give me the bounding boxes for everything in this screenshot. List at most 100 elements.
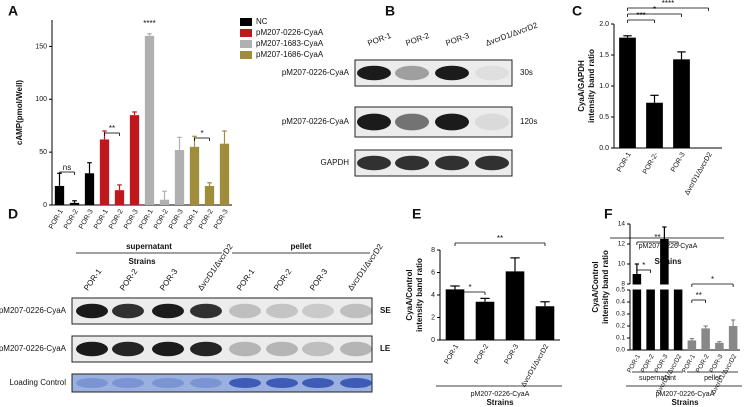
legend-swatch xyxy=(240,29,252,37)
exposure-label: 30s xyxy=(520,68,533,77)
band xyxy=(395,65,429,81)
exposure-label: SE xyxy=(380,306,391,315)
band xyxy=(229,341,261,357)
y-tick-label: 4 xyxy=(431,292,435,299)
band xyxy=(302,341,334,357)
lane-label: POR-1 xyxy=(366,31,393,48)
y-tick-label: 14 xyxy=(618,221,626,228)
band xyxy=(340,341,372,357)
lane-label: ΔvcrD1/ΔvcrD2 xyxy=(346,242,385,292)
x-tick-label: POR-1 xyxy=(444,343,461,365)
band xyxy=(475,65,509,81)
band xyxy=(76,341,108,357)
band xyxy=(435,65,469,81)
y-tick-label: 0.4 xyxy=(616,299,625,306)
bar xyxy=(673,285,683,350)
x-tick-label: POR-2- xyxy=(642,151,660,176)
bar xyxy=(728,326,738,350)
y-tick-label: 0.1 xyxy=(616,335,625,342)
row-label: pM207-0226-CyaA xyxy=(282,117,350,126)
legend-label: pM207-0226-CyaA xyxy=(256,28,324,37)
y-tick-label: 0.0 xyxy=(616,347,625,354)
band xyxy=(340,377,372,389)
band xyxy=(395,113,429,131)
bar xyxy=(715,342,724,350)
panel-letter: F xyxy=(604,206,613,222)
significance-label: ** xyxy=(109,124,115,133)
bar xyxy=(505,271,525,340)
band xyxy=(190,303,222,319)
significance-label: * xyxy=(200,129,203,138)
y-tick-label: 0 xyxy=(431,337,435,344)
legend-label: NC xyxy=(256,17,268,26)
legend-label: pM207-1683-CyaA xyxy=(256,39,324,48)
band xyxy=(152,303,184,319)
bar xyxy=(673,59,690,149)
y-tick-label: 12 xyxy=(618,241,626,248)
row-label: pM207-0226-CyaA xyxy=(0,306,67,315)
legend-swatch xyxy=(240,18,252,26)
lane-label: POR-2 xyxy=(404,31,431,48)
lane-label: POR-1 xyxy=(235,267,257,293)
band xyxy=(76,303,108,319)
band xyxy=(229,303,261,319)
x-tick-label: POR-3 xyxy=(670,151,687,173)
lane-label: POR-3 xyxy=(444,31,471,48)
significance-label: *** xyxy=(636,11,645,20)
bar xyxy=(646,285,655,350)
panel-letter: B xyxy=(385,3,395,19)
group-label: supernatant xyxy=(639,375,676,382)
y-tick-label: 8 xyxy=(621,281,625,288)
x-tick-label: POR-2 xyxy=(474,343,491,365)
band xyxy=(190,341,222,357)
legend-swatch xyxy=(240,40,252,48)
band xyxy=(475,155,509,171)
bar xyxy=(204,185,215,205)
band xyxy=(435,155,469,171)
band xyxy=(112,377,144,389)
bar xyxy=(219,143,230,205)
bar xyxy=(632,274,642,350)
y-tick-label: 0 xyxy=(43,202,47,209)
y-axis-title: intensity band ratio xyxy=(415,258,424,332)
y-axis-title: CyaA/GAPDH xyxy=(577,60,586,112)
band xyxy=(435,113,469,131)
bar xyxy=(174,150,185,205)
band xyxy=(266,341,298,357)
row-label: pM207-0226-CyaA xyxy=(282,68,350,77)
x-tick-label: POR-3 xyxy=(213,208,230,230)
x-axis-title: Strains xyxy=(671,398,699,407)
bar xyxy=(445,289,465,340)
significance-label: * xyxy=(711,275,714,284)
group-label: pellet xyxy=(291,242,312,251)
significance-label: **** xyxy=(662,0,674,8)
significance-label: ** xyxy=(696,291,702,300)
x-tick-label: POR-3 xyxy=(504,343,521,365)
bar xyxy=(69,202,80,205)
panel-letter: A xyxy=(8,3,18,19)
group-label: pM207-0226-CyaA xyxy=(656,391,715,398)
band xyxy=(266,303,298,319)
significance-label: * xyxy=(642,261,645,270)
band xyxy=(395,155,429,171)
bar xyxy=(646,102,663,148)
band xyxy=(340,303,372,319)
band xyxy=(302,303,334,319)
bar xyxy=(701,328,710,350)
band xyxy=(112,341,144,357)
y-tick-label: 100 xyxy=(35,96,47,103)
band xyxy=(266,377,298,389)
band xyxy=(357,65,391,81)
significance-label: **** xyxy=(143,19,155,28)
group-label: supernatant xyxy=(126,242,172,251)
x-axis-title: Strains xyxy=(486,398,514,407)
band xyxy=(302,377,334,389)
y-tick-label: 150 xyxy=(35,43,47,50)
legend-swatch xyxy=(240,51,252,59)
y-axis-title: intensity band ratio xyxy=(601,250,610,324)
bar xyxy=(144,35,155,205)
row-label: pM207-0226-CyaA xyxy=(0,344,67,353)
y-tick-label: 6 xyxy=(431,269,435,276)
x-tick-label: POR-1 xyxy=(616,151,633,173)
bar xyxy=(475,301,495,340)
